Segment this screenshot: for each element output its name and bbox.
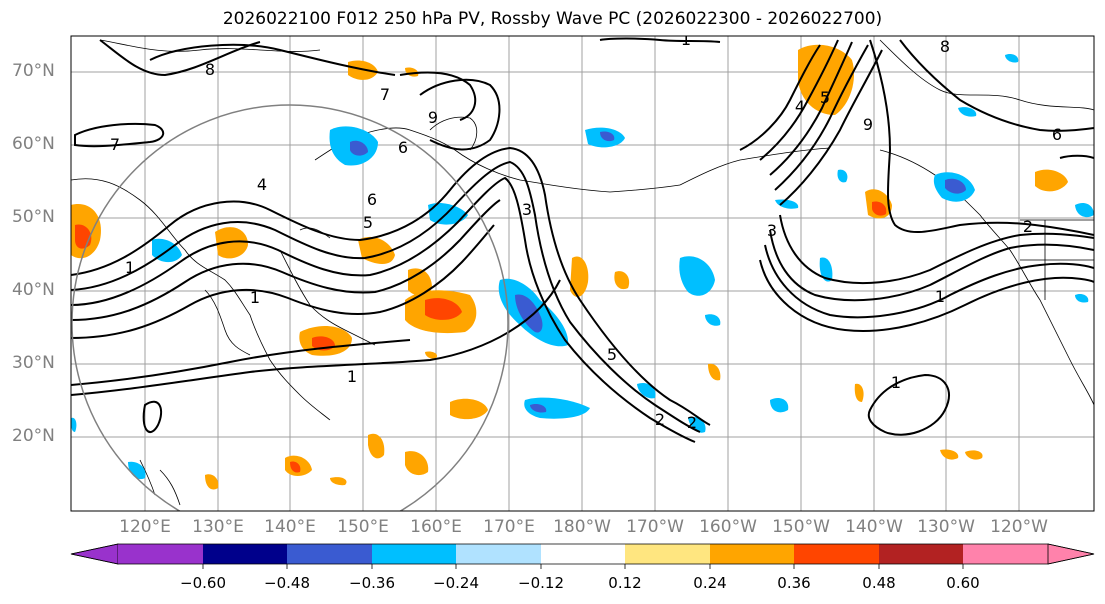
contour-label: 9 [428,108,438,127]
lon-label: 120°E [119,517,171,537]
contour-label: 4 [257,175,267,194]
contour-label: 1 [681,30,691,49]
lon-label: 170°E [483,517,535,537]
colorbar-tick-label: −0.12 [518,574,564,592]
contour-label: 2 [655,410,665,429]
contour-label: 1 [125,258,135,277]
colorbar-bin [710,544,794,564]
contours [71,37,1094,443]
lat-label: 50°N [12,207,55,227]
lon-label: 160°E [410,517,462,537]
colorbar-tick-label: 0.36 [777,574,811,592]
plot-frame [70,35,1095,512]
contour-label: 8 [940,37,950,56]
colorbar-extend-high [1047,543,1095,565]
contour-label: 1 [250,288,260,307]
contour-label: 5 [363,213,373,232]
lon-label: 130°W [917,517,975,537]
colorbar-bin [541,544,625,564]
contour-label: 1 [347,367,357,386]
colorbar-tick-label: −0.24 [433,574,479,592]
rossby-wave-circle [71,104,509,511]
colorbar-bin [625,544,710,564]
contour-label: 7 [380,85,390,104]
map-title: 2026022100 F012 250 hPa PV, Rossby Wave … [222,9,883,29]
lat-label: 20°N [12,426,55,446]
colorbar-tick-label: 0.48 [862,574,896,592]
lon-label: 130°E [192,517,244,537]
contour-label: 6 [1052,125,1062,144]
colorbar-tick-label: 0.12 [608,574,642,592]
colorbar-bin [456,544,541,564]
contour-label: 2 [687,413,697,432]
colorbar-bin [372,544,456,564]
contour-label: 1 [891,373,901,392]
lat-label: 70°N [12,61,55,81]
colorbar-tick-label: 0.60 [946,574,980,592]
contour-label: 2 [1023,217,1033,236]
colorbar-ticks [202,564,964,569]
contour-label: 6 [367,190,377,209]
lon-label: 170°W [626,517,684,537]
colorbar-bin [794,544,879,564]
lat-label: 40°N [12,280,55,300]
contour-label: 6 [398,138,408,157]
colorbar [70,543,1095,569]
colorbar-tick-label: −0.60 [180,574,226,592]
lon-label: 180°W [553,517,611,537]
lat-label: 60°N [12,134,55,154]
colorbar-bin [963,544,1048,564]
contour-label: 9 [863,115,873,134]
colorbar-tick-label: −0.48 [264,574,310,592]
contour-label: 5 [820,88,830,107]
lat-label: 30°N [12,353,55,373]
contour-label: 3 [522,200,532,219]
colorbar-bin [203,544,287,564]
colorbar-tick-label: 0.24 [693,574,727,592]
colorbar-extend-low [70,543,119,565]
lon-label: 150°W [772,517,830,537]
lon-label: 160°W [699,517,757,537]
lon-label: 140°E [264,517,316,537]
lon-label: 150°E [337,517,389,537]
lon-label: 120°W [990,517,1048,537]
contour-label: 3 [767,221,777,240]
contour-labels: 7 8 1 9 6 5 4 3 2 1 7 6 5 4 1 9 8 6 2 3 … [110,30,1062,432]
contour-label: 8 [205,60,215,79]
colorbar-bin [287,544,372,564]
colorbar-tick-label: −0.36 [349,574,395,592]
lon-label: 140°W [845,517,903,537]
contour-label: 4 [795,97,805,116]
contour-label: 7 [110,135,120,154]
contour-label: 5 [607,345,617,364]
colorbar-bin [879,544,963,564]
colorbar-bin [118,544,203,564]
contour-label: 1 [935,287,945,306]
